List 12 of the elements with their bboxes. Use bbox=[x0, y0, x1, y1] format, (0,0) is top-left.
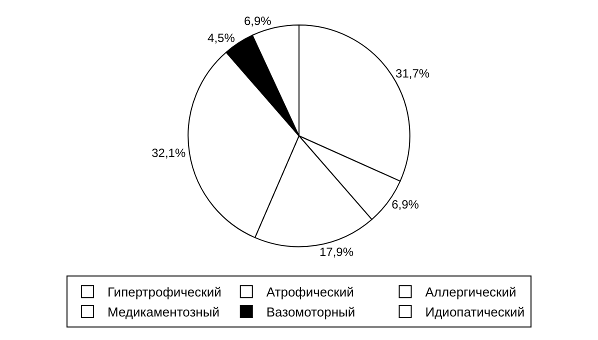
data-label: 17,9% bbox=[320, 245, 354, 260]
legend-label: Идиопатический bbox=[425, 304, 525, 320]
legend-label: Гипертрофический bbox=[108, 284, 222, 300]
data-label: 32,1% bbox=[152, 146, 186, 160]
legend-label: Вазомоторный bbox=[266, 304, 356, 320]
data-label: 6,9% bbox=[392, 197, 420, 212]
legend-label: Атрофический bbox=[266, 284, 354, 300]
legend-label: Медикаментозный bbox=[108, 304, 220, 320]
legend-label: Аллергический bbox=[425, 284, 516, 300]
data-label: 31,7% bbox=[396, 66, 430, 81]
data-label: 4,5% bbox=[208, 30, 236, 45]
data-label: 6,9% bbox=[244, 14, 272, 28]
